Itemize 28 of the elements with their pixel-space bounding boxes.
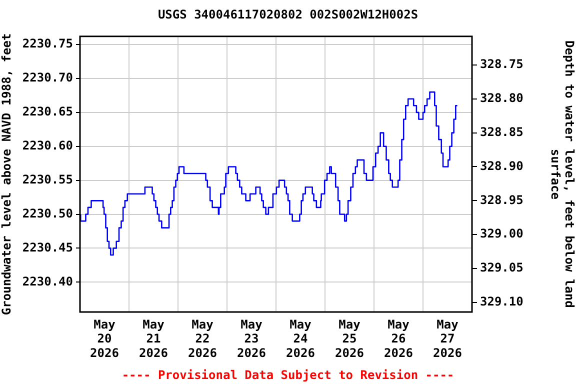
y2-tick-label: 329.05 bbox=[480, 260, 524, 275]
y2-tick-label: 328.75 bbox=[480, 57, 524, 72]
y-tick-label: 2230.60 bbox=[22, 138, 73, 152]
y2-tick-label: 328.80 bbox=[480, 90, 524, 105]
x-tick-label: May 23 2026 bbox=[237, 317, 266, 360]
x-tick-label: May 27 2026 bbox=[433, 317, 462, 360]
x-tick-label: May 20 2026 bbox=[90, 317, 119, 360]
x-tick-label: May 21 2026 bbox=[139, 317, 168, 360]
x-tick-label: May 24 2026 bbox=[286, 317, 315, 360]
y2-tick-label: 329.10 bbox=[480, 294, 524, 309]
y-tick-label: 2230.55 bbox=[22, 172, 73, 186]
y2-tick-label: 328.85 bbox=[480, 124, 524, 139]
y2-tick-label: 329.00 bbox=[480, 226, 524, 241]
y-tick-label: 2230.50 bbox=[22, 206, 73, 220]
y2-tick-label: 328.95 bbox=[480, 192, 524, 207]
x-tick-label: May 25 2026 bbox=[335, 317, 364, 360]
y2-tick-label: 328.90 bbox=[480, 158, 524, 173]
x-tick-label: May 22 2026 bbox=[188, 317, 217, 360]
y2-axis-title: Depth to water level, feet below land surface bbox=[548, 40, 576, 308]
chart-title: USGS 340046117020802 002S002W12H002S bbox=[158, 7, 418, 22]
y-tick-label: 2230.40 bbox=[22, 274, 73, 288]
y-axis-title: Groundwater level above NAVD 1988, feet bbox=[0, 33, 14, 316]
y-tick-label: 2230.65 bbox=[22, 104, 73, 119]
y-tick-label: 2230.70 bbox=[22, 70, 73, 85]
y-tick-label: 2230.45 bbox=[22, 240, 73, 254]
text: ---- Provisional Data Subject to Revision ---- bbox=[122, 368, 454, 382]
x-tick-label: May 26 2026 bbox=[384, 317, 413, 360]
y-tick-label: 2230.75 bbox=[22, 36, 73, 51]
